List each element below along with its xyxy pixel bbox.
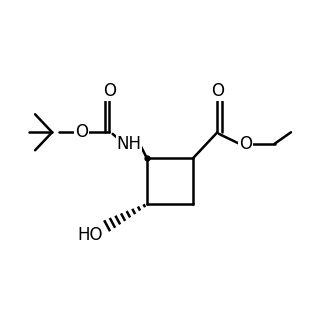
Text: O: O	[103, 82, 116, 100]
Text: O: O	[75, 123, 88, 141]
Text: HO: HO	[77, 226, 103, 244]
Text: O: O	[211, 82, 224, 100]
Text: NH: NH	[116, 135, 142, 153]
Text: O: O	[239, 135, 252, 153]
